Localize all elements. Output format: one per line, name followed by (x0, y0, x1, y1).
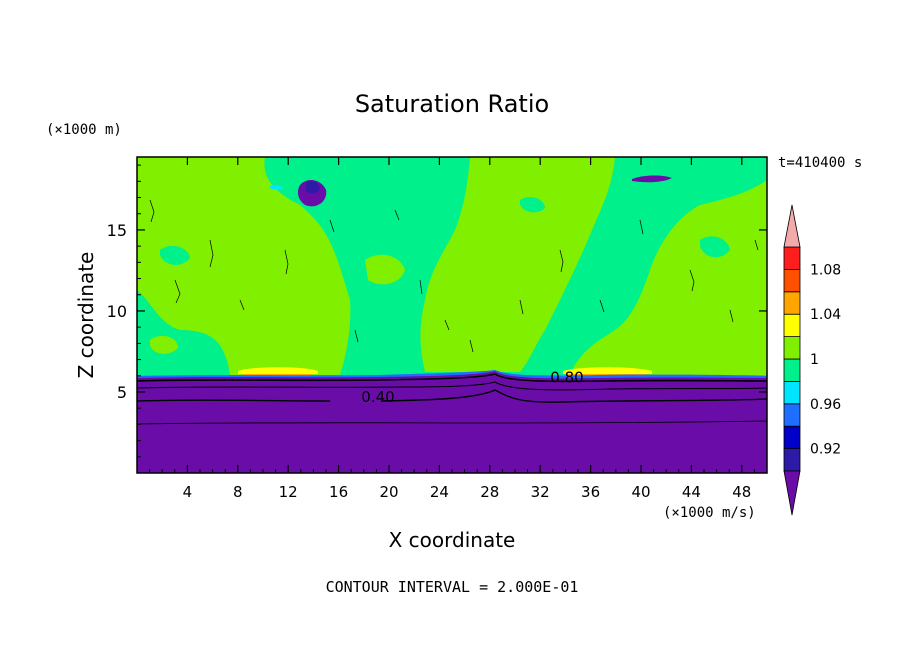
plume-top-left (137, 157, 220, 230)
y-tick-label-1: 10 (107, 302, 127, 321)
contour-interval-footer: CONTOUR INTERVAL = 2.000E-01 (326, 578, 579, 596)
x-unit-label: (×1000 m/s) (663, 505, 756, 521)
contour-line-040 (137, 389, 767, 403)
upper-contours (149, 199, 759, 353)
x-tick-label-5: 24 (430, 483, 449, 501)
colorbar-tick-label-0: 1.08 (810, 262, 841, 278)
contour-label-0: 0.40 (361, 388, 394, 406)
patch-2 (655, 303, 692, 326)
y-tick-label-2: 15 (107, 221, 127, 240)
contour-line-2 (137, 381, 767, 391)
colorbar-high-arrow (783, 204, 801, 248)
x-tick-label-4: 20 (379, 483, 398, 501)
x-tick-label-8: 36 (581, 483, 600, 501)
colorbar-box-8 (783, 268, 801, 293)
colorbar-box-7 (783, 291, 801, 315)
dry-patch-1 (160, 245, 190, 266)
dry-patch-2 (700, 236, 730, 258)
colorbar-box-1 (783, 425, 801, 450)
cap-right-yellow (563, 367, 652, 374)
colorbar-box-9 (783, 246, 801, 270)
x-tick-label-1: 8 (233, 483, 243, 501)
x-tick-label-2: 12 (279, 483, 298, 501)
x-axis-label: X coordinate (389, 528, 516, 552)
top-dry-patch-2 (306, 181, 320, 194)
plume-middle (420, 157, 615, 372)
plume-right (570, 180, 767, 375)
colorbar-tick-label-2: 1 (810, 352, 819, 368)
y-tick-label-0: 5 (117, 383, 127, 402)
top-blue-streak (270, 184, 283, 190)
colorbar-box-6 (783, 313, 801, 338)
x-tick-label-9: 40 (631, 483, 650, 501)
patch-3 (150, 335, 178, 354)
x-axis-ticks: 4 8 12 16 20 24 28 32 36 40 44 48 (149, 157, 755, 501)
colorbar-box-2 (783, 403, 801, 427)
x-tick-label-10: 44 (682, 483, 701, 501)
colorbar-tick-label-4: 0.92 (810, 442, 841, 458)
colorbar-box-4 (783, 358, 801, 382)
time-label: t=410400 s (778, 155, 862, 171)
y-axis-label: Z coordinate (74, 252, 98, 379)
saturation-field (137, 157, 767, 473)
colorbar-low-arrow (783, 470, 801, 516)
contour-label-1: 0.80 (550, 369, 583, 387)
dry-patch-3 (520, 197, 545, 213)
x-tick-label-7: 32 (531, 483, 550, 501)
cap-left-yellow (238, 367, 318, 374)
lower-dry-layer (137, 371, 767, 473)
x-tick-label-0: 4 (183, 483, 193, 501)
x-tick-label-3: 16 (329, 483, 348, 501)
contour-labels: 0.40 0.80 (361, 369, 583, 406)
chart-title: Saturation Ratio (355, 90, 549, 118)
patch-1 (365, 254, 405, 285)
colorbar: 1.08 1.04 1 0.96 0.92 (783, 204, 841, 516)
colorbar-box-0 (783, 448, 801, 472)
plume-left (137, 157, 351, 375)
y-axis-ticks: 5 10 15 (107, 164, 767, 458)
x-tick-label-11: 48 (732, 483, 751, 501)
colorbar-box-5 (783, 336, 801, 360)
colorbar-tick-label-1: 1.04 (810, 307, 841, 323)
x-tick-label-6: 28 (480, 483, 499, 501)
contour-line-3 (137, 420, 767, 425)
contour-line-1 (137, 373, 767, 383)
top-dry-patch-3 (632, 175, 672, 183)
colorbar-box-3 (783, 380, 801, 405)
colorbar-tick-label-3: 0.96 (810, 397, 841, 413)
y-unit-label: (×1000 m) (46, 122, 122, 138)
